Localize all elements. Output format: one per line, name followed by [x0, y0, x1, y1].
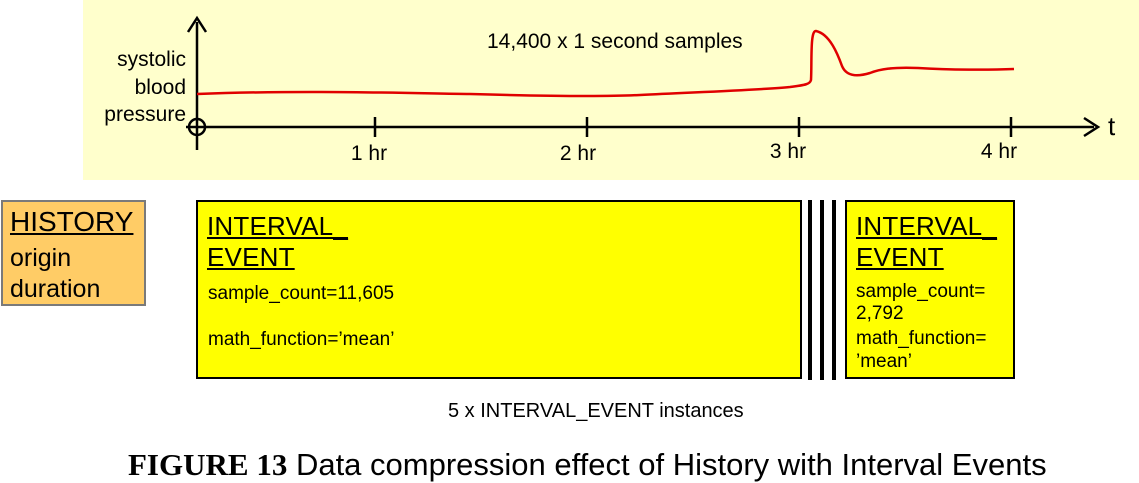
history-attribute-duration: duration: [10, 275, 101, 303]
interval-event-box-2: INTERVAL_ EVENT sample_count= 2,792 math…: [845, 200, 1015, 379]
history-box: HISTORY origin duration: [1, 200, 146, 306]
x-tick-label-2: 2 hr: [560, 142, 596, 165]
math-function-value: ’mean’: [856, 351, 912, 372]
sample-count-field: sample_count=: [856, 281, 986, 302]
math-function-field: math_function=’mean’: [208, 329, 395, 350]
sample-count-value: 2,792: [856, 303, 904, 324]
figure-label: FIGURE 13: [128, 447, 288, 482]
interval-event-title-line2: EVENT: [207, 242, 295, 272]
x-tick-label-4: 4 hr: [981, 140, 1017, 163]
sample-count-field: sample_count=11,605: [208, 283, 395, 304]
plot-background: [83, 0, 1139, 180]
interval-event-title-line1: INTERVAL_: [856, 211, 998, 241]
interval-event-title-line2: EVENT: [856, 242, 944, 272]
blood-pressure-timeline: systolic blood pressure t 1 hr 2 hr 3 hr…: [83, 0, 1139, 180]
math-function-field: math_function=: [856, 328, 987, 349]
figure-caption: FIGURE 13 Data compression effect of His…: [128, 447, 1047, 483]
history-title: HISTORY: [10, 206, 134, 237]
blood-pressure-signal: [196, 29, 1015, 98]
y-label-line-3: pressure: [104, 103, 186, 126]
interval-event-box-1: INTERVAL_ EVENT sample_count=11,605 math…: [196, 200, 802, 379]
y-axis-arrowhead: [186, 15, 208, 33]
break-bar-3: [832, 200, 836, 380]
instances-caption: 5 x INTERVAL_EVENT instances: [448, 400, 744, 422]
y-label-line-1: systolic: [117, 48, 186, 71]
samples-annotation: 14,400 x 1 second samples: [487, 30, 743, 53]
history-attribute-origin: origin: [10, 244, 72, 272]
y-label-line-2: blood: [135, 76, 186, 99]
x-axis-arrowhead: [1083, 116, 1101, 138]
x-axis-label: t: [1108, 111, 1116, 141]
x-tick-label-1: 1 hr: [351, 142, 387, 165]
origin-marker: [187, 117, 207, 137]
interval-event-title-line1: INTERVAL_: [207, 211, 349, 241]
figure-caption-text: Data compression effect of History with …: [287, 447, 1047, 482]
break-bar-2: [820, 200, 824, 380]
break-bar-1: [808, 200, 812, 380]
x-tick-label-3: 3 hr: [770, 140, 806, 163]
